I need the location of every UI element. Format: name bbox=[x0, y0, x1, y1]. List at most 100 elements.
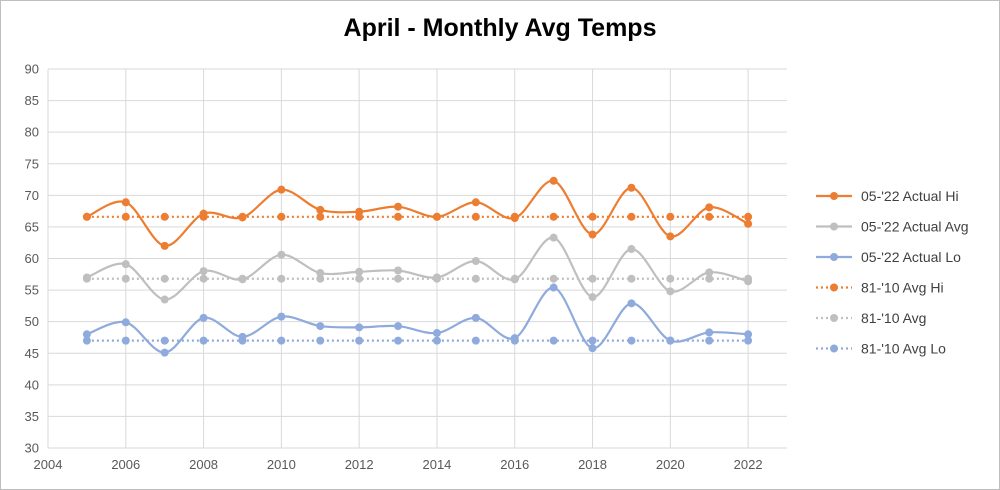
data-point bbox=[471, 336, 480, 345]
data-point bbox=[705, 212, 714, 221]
y-tick-label: 65 bbox=[25, 219, 39, 234]
data-point bbox=[316, 274, 325, 283]
legend: 05-'22 Actual Hi 05-'22 Actual Avg 05-'22 … bbox=[816, 188, 969, 357]
data-point bbox=[160, 295, 169, 304]
legend-label: 81-'10 Avg bbox=[861, 310, 926, 326]
legend-label: 81-'10 Avg Lo bbox=[861, 341, 946, 357]
data-point bbox=[705, 268, 714, 277]
y-tick-label: 85 bbox=[25, 93, 39, 108]
data-point bbox=[432, 336, 441, 345]
data-point bbox=[549, 274, 558, 283]
y-tick-label: 60 bbox=[25, 251, 39, 266]
data-point bbox=[277, 312, 286, 321]
data-point bbox=[316, 212, 325, 221]
data-point bbox=[394, 322, 403, 331]
data-point bbox=[705, 274, 714, 283]
y-tick-label: 45 bbox=[25, 346, 39, 361]
data-point bbox=[355, 267, 364, 276]
data-point bbox=[238, 213, 247, 222]
data-point bbox=[316, 336, 325, 345]
y-tick-label: 90 bbox=[25, 62, 39, 77]
y-tick-label: 70 bbox=[25, 188, 39, 203]
data-point bbox=[627, 274, 636, 283]
data-point bbox=[121, 260, 130, 269]
data-point bbox=[666, 274, 675, 283]
data-point bbox=[160, 336, 169, 345]
data-point bbox=[471, 313, 480, 322]
data-point bbox=[355, 207, 364, 216]
data-point bbox=[471, 212, 480, 221]
data-point bbox=[82, 330, 91, 339]
data-point bbox=[394, 274, 403, 283]
data-point bbox=[549, 212, 558, 221]
data-point bbox=[238, 332, 247, 341]
series-2 bbox=[82, 283, 753, 357]
data-point bbox=[82, 212, 91, 221]
grid-layer bbox=[47, 68, 787, 449]
data-point bbox=[744, 336, 753, 345]
legend-label: 05-'22 Actual Lo bbox=[861, 249, 961, 265]
x-tick-label: 2004 bbox=[34, 457, 63, 472]
data-point bbox=[121, 198, 130, 207]
data-point bbox=[549, 233, 558, 242]
legend-entry: 05-'22 Actual Lo bbox=[816, 249, 961, 265]
data-point bbox=[549, 283, 558, 292]
data-point bbox=[666, 336, 675, 345]
legend-label: 05-'22 Actual Avg bbox=[861, 219, 969, 235]
data-point bbox=[82, 336, 91, 345]
data-point bbox=[627, 212, 636, 221]
y-tick-label: 50 bbox=[25, 314, 39, 329]
y-tick-label: 75 bbox=[25, 156, 39, 171]
data-point bbox=[588, 230, 597, 239]
data-point bbox=[588, 274, 597, 283]
data-point bbox=[277, 250, 286, 259]
legend-entry: 81-'10 Avg Hi bbox=[816, 280, 944, 296]
data-point bbox=[432, 273, 441, 282]
y-tick-label: 40 bbox=[25, 377, 39, 392]
data-point bbox=[199, 336, 208, 345]
data-point bbox=[432, 329, 441, 338]
data-point bbox=[199, 274, 208, 283]
data-point bbox=[277, 274, 286, 283]
data-point bbox=[705, 203, 714, 212]
data-point bbox=[510, 275, 519, 284]
data-point bbox=[627, 183, 636, 192]
data-point bbox=[744, 219, 753, 228]
data-point bbox=[160, 274, 169, 283]
legend-entry: 81-'10 Avg bbox=[816, 310, 926, 326]
chart-title: April - Monthly Avg Temps bbox=[343, 14, 657, 42]
axis-layer: 30 35 40 45 50 55 60 65 70 75 80 85 90 2004 2006 2008 20… bbox=[25, 62, 763, 473]
series-layer bbox=[82, 176, 753, 357]
data-point bbox=[199, 267, 208, 276]
data-point bbox=[588, 293, 597, 302]
data-point bbox=[549, 336, 558, 345]
data-point bbox=[199, 313, 208, 322]
data-point bbox=[121, 336, 130, 345]
data-point bbox=[394, 336, 403, 345]
legend-swatch-marker bbox=[830, 344, 838, 353]
data-point bbox=[666, 212, 675, 221]
x-tick-label: 2014 bbox=[422, 457, 451, 472]
x-tick-label: 2018 bbox=[578, 457, 607, 472]
data-point bbox=[277, 185, 286, 194]
data-point bbox=[355, 336, 364, 345]
data-point bbox=[316, 205, 325, 214]
legend-entry: 05-'22 Actual Hi bbox=[816, 188, 959, 204]
data-point bbox=[355, 274, 364, 283]
legend-swatch-marker bbox=[830, 222, 838, 231]
series-1 bbox=[82, 233, 753, 304]
legend-label: 05-'22 Actual Hi bbox=[861, 188, 959, 204]
data-point bbox=[549, 176, 558, 185]
data-point bbox=[510, 214, 519, 223]
series-0 bbox=[82, 176, 753, 250]
legend-swatch-marker bbox=[830, 314, 838, 322]
legend-swatch-marker bbox=[830, 192, 838, 200]
data-point bbox=[316, 269, 325, 278]
legend-entry: 05-'22 Actual Avg bbox=[816, 219, 969, 235]
data-point bbox=[471, 257, 480, 266]
series-line bbox=[86, 286, 749, 354]
data-point bbox=[744, 330, 753, 339]
data-point bbox=[121, 274, 130, 283]
data-point bbox=[627, 299, 636, 308]
